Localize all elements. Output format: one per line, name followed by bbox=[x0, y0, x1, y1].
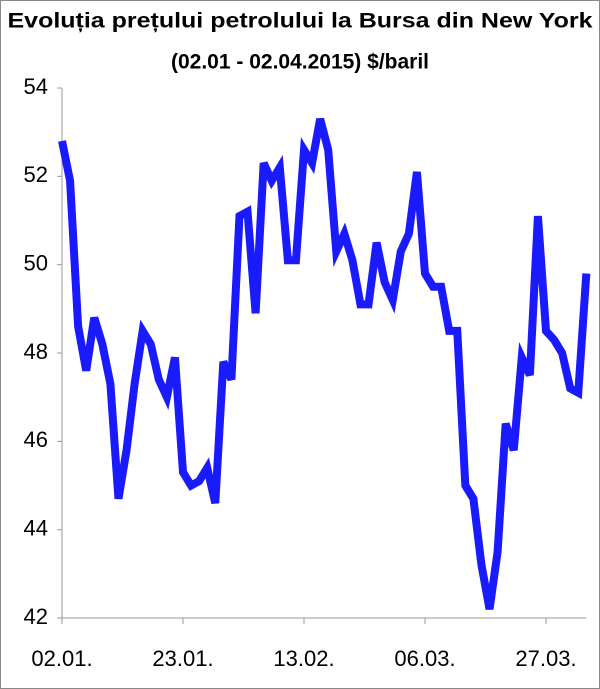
y-tick-label: 48 bbox=[24, 339, 48, 364]
x-tick-label: 06.03. bbox=[394, 646, 455, 671]
x-tick-label: 13.02. bbox=[273, 646, 334, 671]
data-line bbox=[58, 117, 591, 610]
y-tick-label: 50 bbox=[24, 250, 48, 275]
y-tick-label: 54 bbox=[24, 74, 48, 99]
y-tick-label: 52 bbox=[24, 162, 48, 187]
x-tick-label: 23.01. bbox=[152, 646, 213, 671]
x-tick-label: 02.01. bbox=[31, 646, 92, 671]
y-tick-label: 44 bbox=[24, 515, 48, 540]
chart-subtitle: (02.01 - 02.04.2015) $/baril bbox=[171, 51, 429, 74]
y-tick-label: 46 bbox=[24, 427, 48, 452]
y-tick-label: 42 bbox=[24, 604, 48, 629]
x-tick-label: 27.03. bbox=[515, 646, 576, 671]
chart-title: Evoluția prețului petrolului la Bursa di… bbox=[8, 10, 593, 33]
